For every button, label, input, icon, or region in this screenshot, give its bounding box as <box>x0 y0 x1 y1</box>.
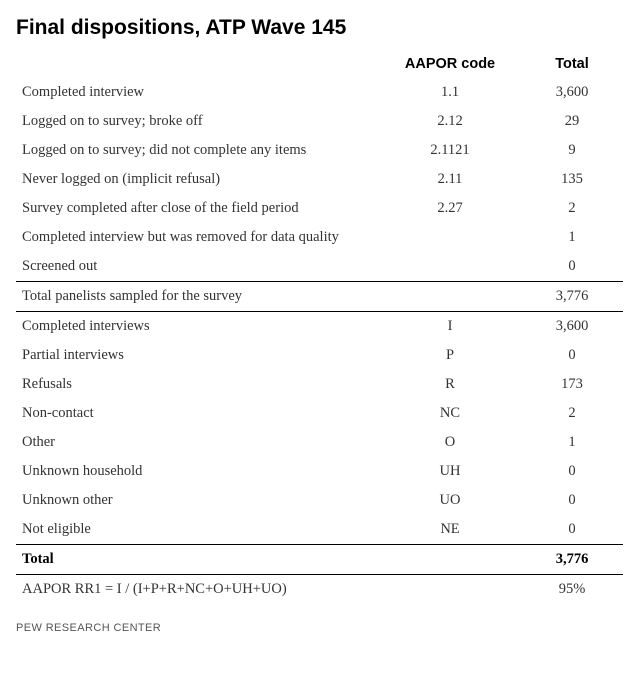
cell-label: Screened out <box>16 252 379 282</box>
cell-code: UH <box>379 457 521 486</box>
page-title: Final dispositions, ATP Wave 145 <box>16 16 623 40</box>
cell-label: Not eligible <box>16 515 379 545</box>
cell-total: 135 <box>521 165 623 194</box>
table-row: Unknown householdUH0 <box>16 457 623 486</box>
cell-total: 9 <box>521 136 623 165</box>
table-row: Completed interview but was removed for … <box>16 223 623 252</box>
cell-label: Logged on to survey; broke off <box>16 107 379 136</box>
cell-total: 2 <box>521 194 623 223</box>
table-row: Total panelists sampled for the survey 3,… <box>16 282 623 312</box>
cell-label: Completed interview but was removed for … <box>16 223 379 252</box>
cell-code: O <box>379 428 521 457</box>
cell-total: 0 <box>521 341 623 370</box>
cell-total: 3,776 <box>521 282 623 312</box>
cell-code: 1.1 <box>379 78 521 107</box>
table-row: Unknown otherUO0 <box>16 486 623 515</box>
source-footer: PEW RESEARCH CENTER <box>16 622 623 634</box>
cell-code: R <box>379 370 521 399</box>
table-row: Never logged on (implicit refusal)2.1113… <box>16 165 623 194</box>
cell-total: 2 <box>521 399 623 428</box>
cell-code <box>379 545 521 575</box>
cell-total: 3,776 <box>521 545 623 575</box>
cell-label: Refusals <box>16 370 379 399</box>
cell-label: AAPOR RR1 = I / (I+P+R+NC+O+UH+UO) <box>16 575 379 605</box>
cell-total: 95% <box>521 575 623 605</box>
cell-label: Unknown household <box>16 457 379 486</box>
col-header-label <box>16 48 379 78</box>
cell-total: 1 <box>521 428 623 457</box>
cell-code <box>379 282 521 312</box>
cell-code <box>379 252 521 282</box>
table-row: Logged on to survey; broke off2.1229 <box>16 107 623 136</box>
cell-label: Completed interviews <box>16 312 379 342</box>
table-row: Partial interviewsP0 <box>16 341 623 370</box>
table-row: RefusalsR173 <box>16 370 623 399</box>
cell-code: 2.11 <box>379 165 521 194</box>
cell-total: 0 <box>521 515 623 545</box>
table-row: Completed interviewsI3,600 <box>16 312 623 342</box>
cell-total: 0 <box>521 457 623 486</box>
table-header-row: AAPOR code Total <box>16 48 623 78</box>
cell-label: Completed interview <box>16 78 379 107</box>
cell-total: 29 <box>521 107 623 136</box>
col-header-code: AAPOR code <box>379 48 521 78</box>
cell-total: 3,600 <box>521 312 623 342</box>
col-header-total: Total <box>521 48 623 78</box>
cell-label: Total panelists sampled for the survey <box>16 282 379 312</box>
cell-code: I <box>379 312 521 342</box>
table-row: Completed interview1.13,600 <box>16 78 623 107</box>
cell-code: 2.1121 <box>379 136 521 165</box>
cell-label: Other <box>16 428 379 457</box>
cell-label: Logged on to survey; did not complete an… <box>16 136 379 165</box>
cell-code <box>379 575 521 605</box>
cell-code: UO <box>379 486 521 515</box>
cell-total: 0 <box>521 486 623 515</box>
cell-code: 2.27 <box>379 194 521 223</box>
cell-label: Non-contact <box>16 399 379 428</box>
cell-code: NE <box>379 515 521 545</box>
cell-total: 1 <box>521 223 623 252</box>
cell-total: 3,600 <box>521 78 623 107</box>
cell-code: NC <box>379 399 521 428</box>
table-row: Screened out 0 <box>16 252 623 282</box>
cell-label: Partial interviews <box>16 341 379 370</box>
table-row: Survey completed after close of the fiel… <box>16 194 623 223</box>
table-row: OtherO1 <box>16 428 623 457</box>
cell-label: Unknown other <box>16 486 379 515</box>
cell-label: Never logged on (implicit refusal) <box>16 165 379 194</box>
cell-label: Total <box>16 545 379 575</box>
cell-total: 173 <box>521 370 623 399</box>
table-row: Not eligibleNE0 <box>16 515 623 545</box>
table-row: Logged on to survey; did not complete an… <box>16 136 623 165</box>
cell-label: Survey completed after close of the fiel… <box>16 194 379 223</box>
table-row: AAPOR RR1 = I / (I+P+R+NC+O+UH+UO) 95% <box>16 575 623 605</box>
cell-code <box>379 223 521 252</box>
table-row: Non-contactNC2 <box>16 399 623 428</box>
dispositions-table: AAPOR code Total Completed interview1.13… <box>16 48 623 604</box>
cell-code: 2.12 <box>379 107 521 136</box>
cell-total: 0 <box>521 252 623 282</box>
cell-code: P <box>379 341 521 370</box>
table-row: Total 3,776 <box>16 545 623 575</box>
